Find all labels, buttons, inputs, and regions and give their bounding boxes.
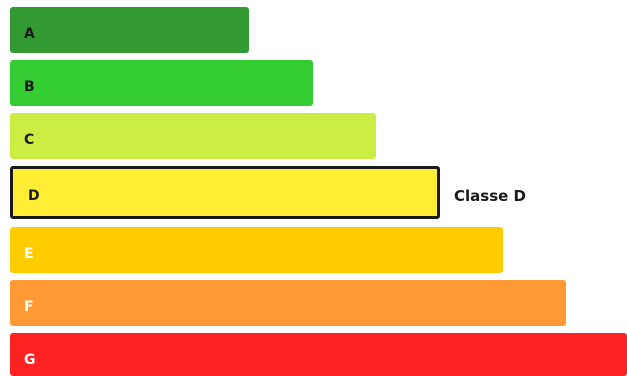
energy-bar-g: G bbox=[10, 333, 627, 376]
energy-bar-f: F bbox=[10, 280, 566, 326]
energy-class-letter-d: D bbox=[28, 188, 40, 204]
energy-class-letter-g: G bbox=[24, 352, 36, 368]
energy-bar-d-selected: D bbox=[10, 166, 440, 219]
energy-class-letter-c: C bbox=[24, 132, 35, 148]
energy-bar-c: C bbox=[10, 113, 376, 159]
energy-class-letter-b: B bbox=[24, 79, 35, 95]
energy-bar-e: E bbox=[10, 227, 503, 273]
energy-class-letter-e: E bbox=[24, 246, 34, 262]
energy-bar-a: A bbox=[10, 7, 249, 53]
energy-bar-b: B bbox=[10, 60, 313, 106]
selected-class-label: Classe D bbox=[454, 187, 526, 205]
energy-class-letter-f: F bbox=[24, 299, 34, 315]
energy-class-letter-a: A bbox=[24, 26, 35, 42]
